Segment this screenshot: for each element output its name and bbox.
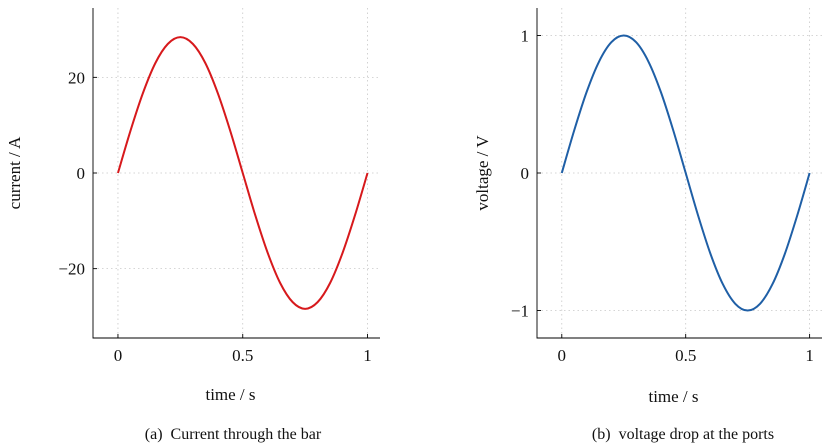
y-tick-label: −1 [511,302,529,321]
x-tick-label: 0 [558,346,567,365]
y-tick-label: 1 [521,27,530,46]
x-tick-label: 1 [363,346,372,365]
subfigure-caption: (a) Current through the bar [145,426,322,443]
voltage-series-line [560,34,811,312]
y-axis-label: current / A [5,136,24,209]
tick-marks [93,76,368,338]
axis-frame [536,8,822,339]
y-axis-label: voltage / V [473,135,492,211]
panel-b: 0 0.5 1 −1 0 1 time / s voltage / V (b) volta… [473,8,822,443]
y-tick-label: 20 [68,68,85,87]
subfigure-caption: (b) voltage drop at the ports [592,426,774,443]
x-tick-label: 0.5 [675,346,696,365]
x-axis-label: time / s [648,387,698,406]
tick-marks [537,35,811,338]
panel-a: 0 0.5 1 −20 0 20 time / s current / A (a) Cur… [5,8,380,443]
y-tick-label: 0 [77,164,86,183]
x-tick-label: 0.5 [232,346,253,365]
grid-lines [93,8,380,338]
x-axis-label: time / s [205,385,255,404]
tick-labels: 0 0.5 1 −20 0 20 [58,68,371,365]
x-tick-label: 1 [805,346,814,365]
current-series-line [117,36,369,310]
x-tick-label: 0 [114,346,123,365]
axis-frame [92,8,380,339]
tick-labels: 0 0.5 1 −1 0 1 [511,27,814,366]
y-tick-label: −20 [58,260,85,279]
grid-lines [537,8,822,338]
y-tick-label: 0 [521,164,530,183]
